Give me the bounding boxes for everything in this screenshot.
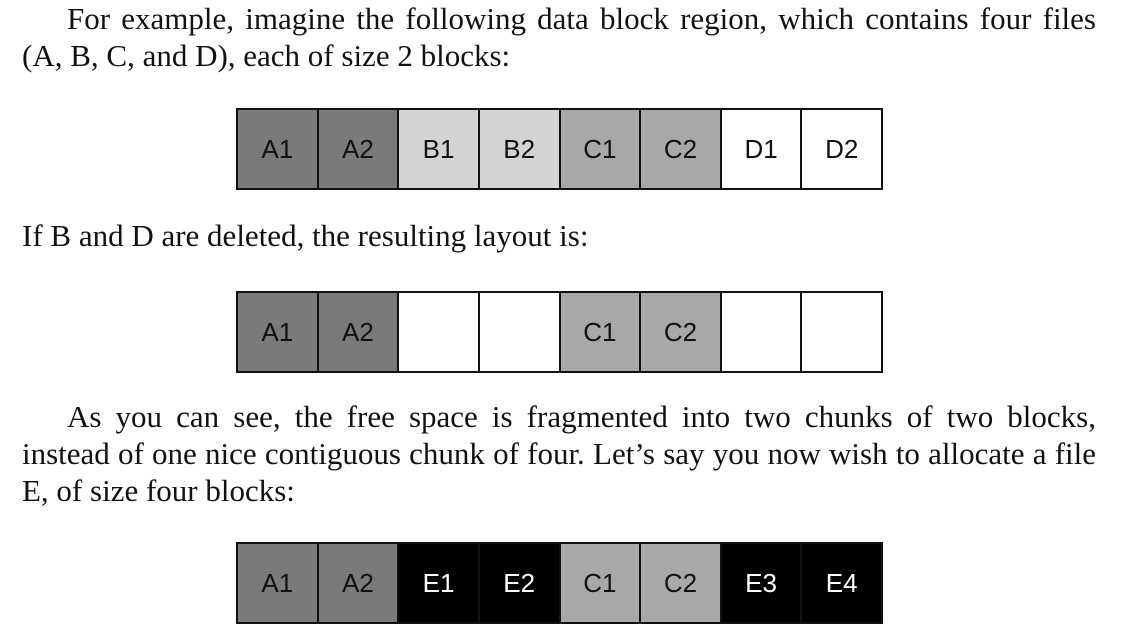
intro-paragraph: For example, imagine the following data … [22,1,1096,73]
block-c2: C2 [641,110,722,188]
block-c1: C1 [560,293,642,371]
block-e4: E4 [802,544,881,622]
block-a2: A2 [318,544,400,622]
block-e2: E2 [479,544,561,622]
block-c2: C2 [641,544,722,622]
block-free [479,293,561,371]
block-d2: D2 [802,110,881,188]
block-c1: C1 [560,544,642,622]
block-b1: B1 [399,110,480,188]
block-free [399,293,480,371]
block-a2: A2 [318,293,400,371]
block-layout-initial: A1 A2 B1 B2 C1 C2 D1 D2 [236,108,883,190]
block-e1: E1 [399,544,480,622]
block-c1: C1 [560,110,642,188]
block-layout-with-file-e: A1 A2 E1 E2 C1 C2 E3 E4 [236,542,883,624]
block-a1: A1 [238,110,319,188]
block-layout-after-delete: A1 A2 C1 C2 [236,291,883,373]
block-d1: D1 [721,110,803,188]
block-a1: A1 [238,293,319,371]
block-c2: C2 [641,293,722,371]
block-free [802,293,881,371]
block-b2: B2 [479,110,561,188]
block-a2: A2 [318,110,400,188]
after-delete-paragraph: If B and D are deleted, the resulting la… [22,218,589,253]
block-e3: E3 [721,544,803,622]
block-a1: A1 [238,544,319,622]
block-free [721,293,803,371]
fragmented-paragraph: As you can see, the free space is fragme… [22,399,1096,508]
